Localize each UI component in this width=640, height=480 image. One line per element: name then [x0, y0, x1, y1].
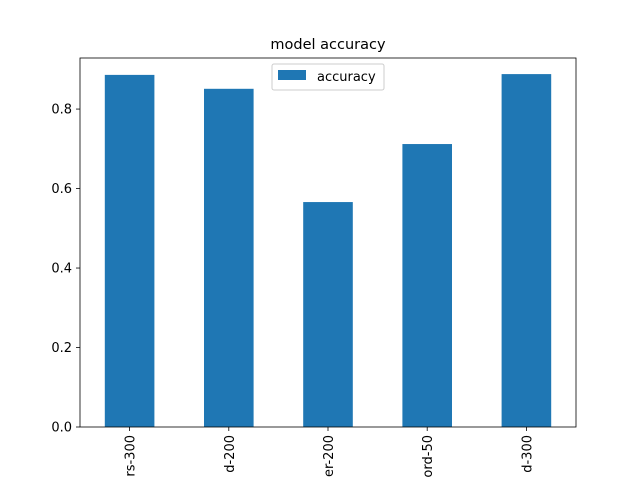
x-tick-label: d-200 — [223, 435, 238, 473]
y-tick-label: 0.8 — [51, 103, 72, 118]
y-tick-label: 0.6 — [51, 182, 72, 197]
bar-d-200 — [204, 88, 254, 427]
legend: accuracy — [271, 63, 385, 91]
x-tick-label: er-200 — [322, 435, 337, 477]
bar-d-300 — [501, 74, 552, 428]
y-tick-label: 0.4 — [51, 262, 72, 277]
x-tick-label: ord-50 — [421, 435, 436, 478]
x-axis: rs-300 d-200 er-200 ord-50 d-300 — [124, 427, 535, 478]
bar-rs-300 — [104, 74, 155, 428]
y-tick-label: 0.2 — [51, 341, 72, 356]
bar-ord-50 — [402, 144, 452, 427]
y-axis: 0.0 0.2 0.4 0.6 0.8 — [51, 103, 80, 436]
bar-er-200 — [303, 202, 353, 427]
x-tick-label: d-300 — [520, 435, 535, 473]
x-tick-label: rs-300 — [124, 435, 139, 477]
legend-swatch — [278, 70, 306, 80]
plot-area — [79, 57, 577, 428]
chart-title: model accuracy — [270, 37, 386, 53]
legend-label-accuracy: accuracy — [317, 70, 376, 85]
y-tick-label: 0.0 — [51, 421, 72, 436]
